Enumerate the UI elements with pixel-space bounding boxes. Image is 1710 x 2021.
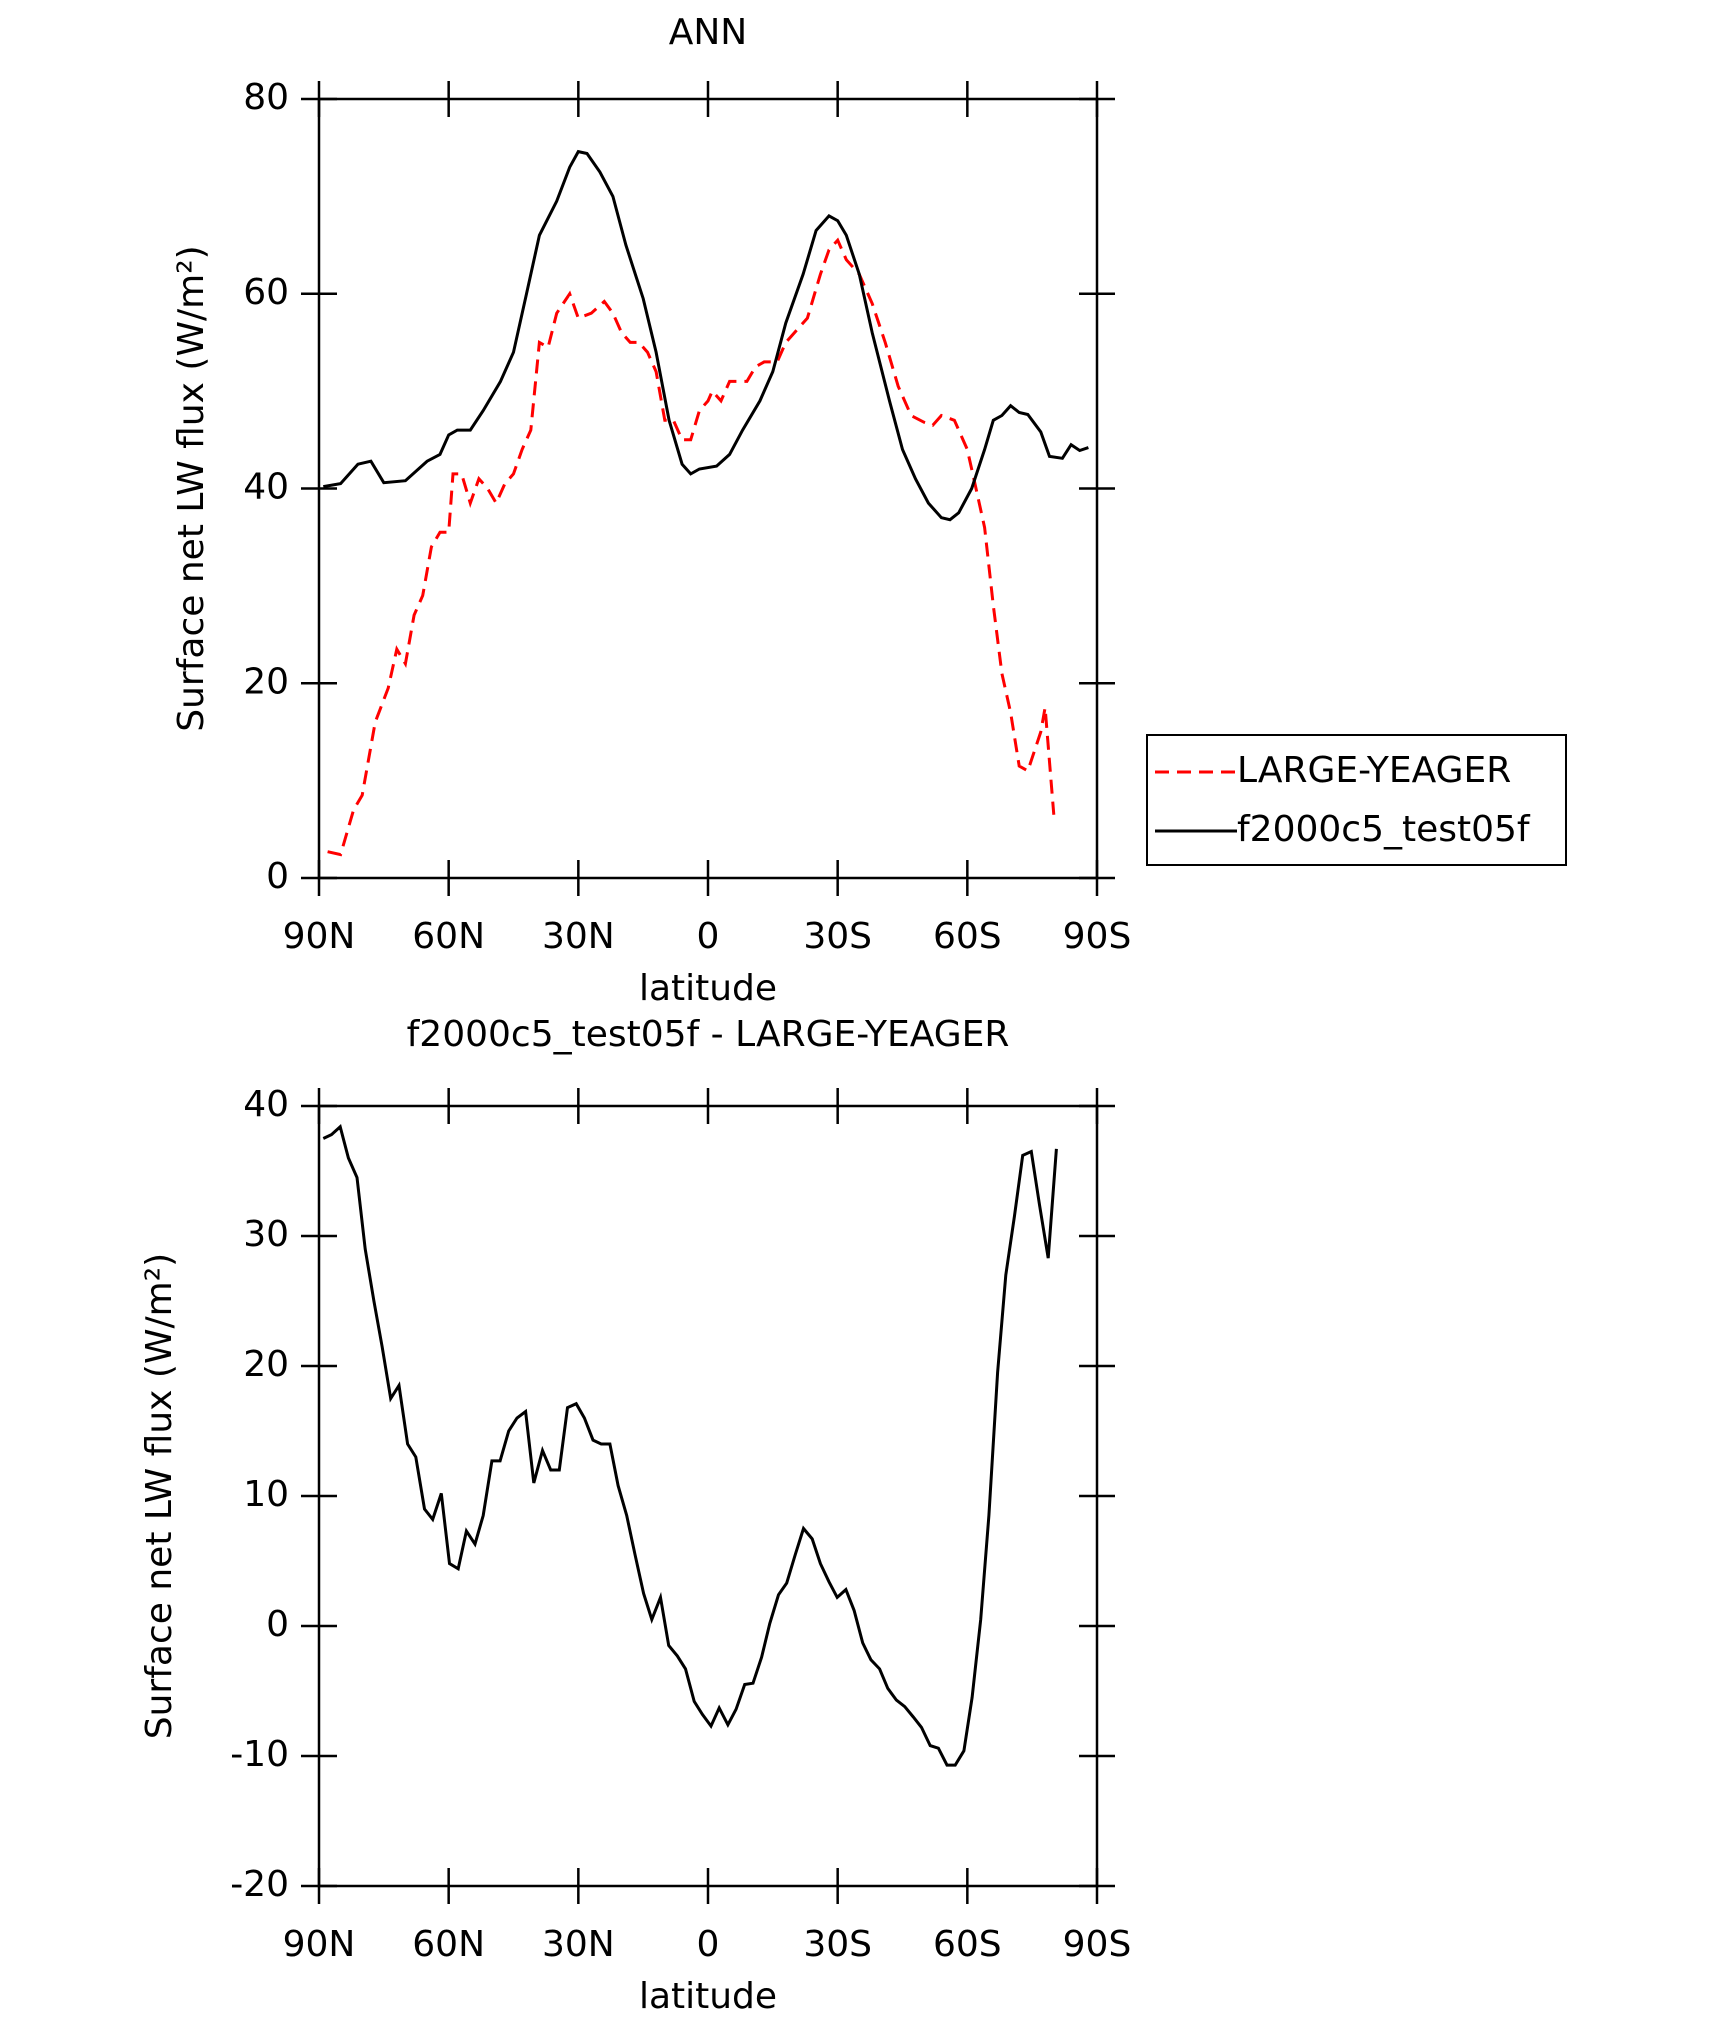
y-tick-label: 60: [243, 272, 289, 313]
y-tick-label: 0: [266, 1604, 289, 1645]
legend-label: f2000c5_test05f: [1237, 809, 1531, 850]
y-tick-label: 40: [243, 467, 289, 508]
x-tick-label: 90S: [1063, 1924, 1132, 1965]
chart-title: f2000c5_test05f - LARGE-YEAGER: [407, 1014, 1010, 1055]
y-tick-label: 20: [243, 661, 289, 702]
y-tick-label: 10: [243, 1474, 289, 1515]
x-tick-label: 0: [697, 916, 720, 957]
plot-frame: [317, 1104, 1099, 1888]
y-axis-label: Surface net LW flux (W/m²): [171, 245, 212, 731]
legend-box: [1146, 734, 1567, 866]
chart-title: ANN: [669, 12, 748, 53]
data-line: [322, 1124, 1058, 1767]
x-tick-label: 30N: [542, 1924, 615, 1965]
x-tick-label: 60S: [933, 916, 1002, 957]
y-tick-label: 40: [243, 1084, 289, 1125]
y-tick-label: 30: [243, 1214, 289, 1255]
x-tick-label: 60N: [412, 1924, 485, 1965]
data-line: [323, 149, 1089, 522]
x-tick-label: 90N: [283, 916, 356, 957]
x-tick-label: 90S: [1063, 916, 1132, 957]
data-line: [327, 237, 1056, 857]
plot-frame: [317, 97, 1099, 880]
x-tick-label: 30S: [803, 916, 872, 957]
y-tick-label: 0: [266, 856, 289, 897]
x-tick-label: 30S: [803, 1924, 872, 1965]
x-tick-label: 60S: [933, 1924, 1002, 1965]
y-tick-label: -10: [230, 1734, 289, 1775]
x-tick-label: 30N: [542, 916, 615, 957]
y-tick-label: -20: [230, 1864, 289, 1905]
legend-label: LARGE-YEAGER: [1237, 750, 1511, 791]
x-axis-label: latitude: [639, 1976, 777, 2017]
y-axis-label: Surface net LW flux (W/m²): [139, 1253, 180, 1739]
x-tick-label: 0: [697, 1924, 720, 1965]
y-tick-label: 80: [243, 77, 289, 118]
x-axis-label: latitude: [639, 968, 777, 1009]
y-tick-label: 20: [243, 1344, 289, 1385]
x-tick-label: 60N: [412, 916, 485, 957]
x-tick-label: 90N: [283, 1924, 356, 1965]
